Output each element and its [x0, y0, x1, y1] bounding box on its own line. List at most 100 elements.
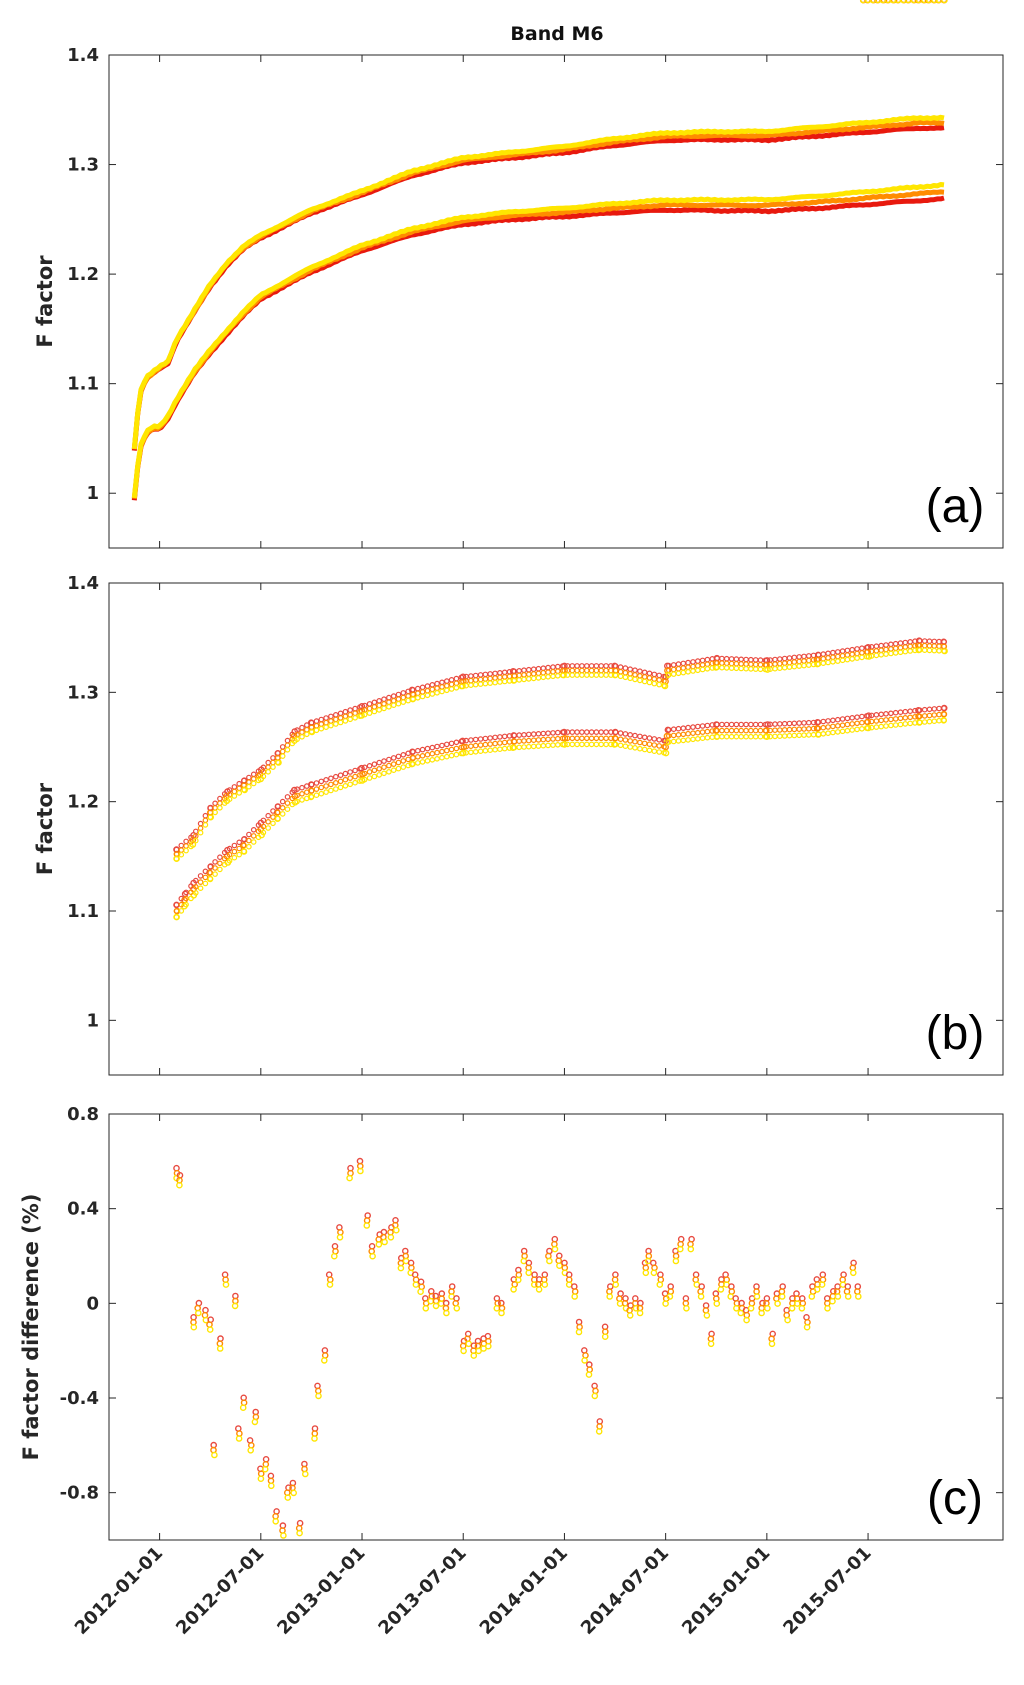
- data-point: [588, 741, 595, 748]
- data-point: [197, 820, 204, 827]
- data-point: [313, 722, 320, 729]
- data-point: [728, 660, 735, 667]
- data-point: [236, 851, 243, 858]
- data-point: [226, 851, 233, 858]
- data-point: [525, 731, 532, 738]
- data-point: [515, 1276, 522, 1284]
- data-point: [250, 826, 257, 833]
- data-point: [487, 675, 494, 682]
- data-point: [443, 741, 450, 748]
- data-point: [859, 725, 865, 732]
- data-point: [579, 729, 585, 735]
- data-point: [805, 732, 812, 738]
- data-point: [434, 743, 440, 750]
- data-point: [796, 720, 803, 726]
- data-point: [603, 729, 609, 735]
- data-point: [342, 713, 349, 720]
- data-point: [786, 664, 793, 670]
- data-point: [595, 1428, 603, 1435]
- data-point: [347, 707, 354, 713]
- data-point: [719, 655, 725, 662]
- data-point: [525, 743, 532, 750]
- data-point: [530, 737, 537, 744]
- data-point: [884, 0, 892, 4]
- data-point: [284, 746, 291, 753]
- data-point: [641, 669, 648, 676]
- data-point: [352, 779, 358, 786]
- data-point: [699, 723, 706, 729]
- data-point: [414, 760, 421, 766]
- y-tick-label: -0.8: [60, 1483, 99, 1504]
- data-point: [241, 842, 247, 849]
- data-point: [888, 641, 894, 648]
- data-point: [289, 801, 296, 808]
- data-point: [202, 874, 209, 881]
- data-point: [650, 1269, 658, 1277]
- data-point: [632, 1305, 640, 1312]
- data-point: [328, 775, 334, 782]
- data-point: [318, 716, 325, 723]
- data-point: [521, 667, 527, 674]
- data-point: [337, 772, 344, 779]
- data-point: [738, 727, 745, 734]
- data-point: [405, 762, 412, 769]
- data-point: [612, 741, 619, 748]
- data-point: [820, 655, 827, 662]
- data-point: [583, 672, 590, 678]
- data-point: [424, 745, 431, 752]
- data-point: [506, 673, 513, 680]
- data-point: [585, 1371, 593, 1378]
- data-point: [255, 828, 262, 835]
- data-point: [636, 1309, 644, 1317]
- data-point: [260, 829, 267, 836]
- data-point: [651, 680, 658, 687]
- data-point: [453, 675, 460, 682]
- data-point: [390, 702, 397, 709]
- data-point: [723, 721, 730, 728]
- axes-frame: [108, 582, 1004, 1076]
- data-point: [728, 656, 735, 662]
- data-point: [429, 691, 436, 697]
- data-point: [492, 679, 498, 686]
- data-point: [289, 789, 296, 796]
- data-point: [641, 740, 648, 747]
- data-point: [699, 729, 706, 735]
- data-point: [694, 723, 701, 730]
- data-point: [390, 755, 397, 761]
- data-point: [786, 720, 793, 727]
- data-point: [443, 747, 450, 754]
- data-point: [889, 0, 897, 4]
- data-point: [318, 725, 325, 732]
- data-point: [813, 1286, 821, 1293]
- series-group: [173, 637, 948, 921]
- data-point: [926, 706, 933, 713]
- data-point: [492, 675, 498, 681]
- y-axis-label: F factor: [33, 255, 57, 348]
- data-point: [279, 798, 286, 805]
- data-point: [666, 1293, 674, 1300]
- data-point: [492, 734, 498, 741]
- data-point: [477, 676, 484, 683]
- data-point: [284, 806, 291, 813]
- series-lower: [131, 182, 945, 501]
- data-point: [535, 737, 542, 743]
- data-point: [226, 857, 233, 864]
- data-point: [776, 660, 783, 667]
- data-point: [697, 1293, 705, 1300]
- data-point: [561, 741, 568, 748]
- data-point: [525, 676, 532, 682]
- data-point: [492, 746, 498, 753]
- data-point: [713, 1300, 721, 1307]
- data-point: [241, 786, 247, 793]
- data-point: [637, 672, 643, 679]
- data-point: [217, 795, 223, 802]
- data-point: [178, 842, 185, 849]
- data-point: [723, 733, 730, 740]
- data-point: [386, 762, 392, 769]
- data-point: [854, 650, 860, 657]
- data-point: [748, 721, 754, 728]
- data-point: [371, 767, 378, 774]
- data-point: [637, 733, 643, 740]
- data-point: [299, 784, 305, 791]
- data-point: [593, 667, 600, 674]
